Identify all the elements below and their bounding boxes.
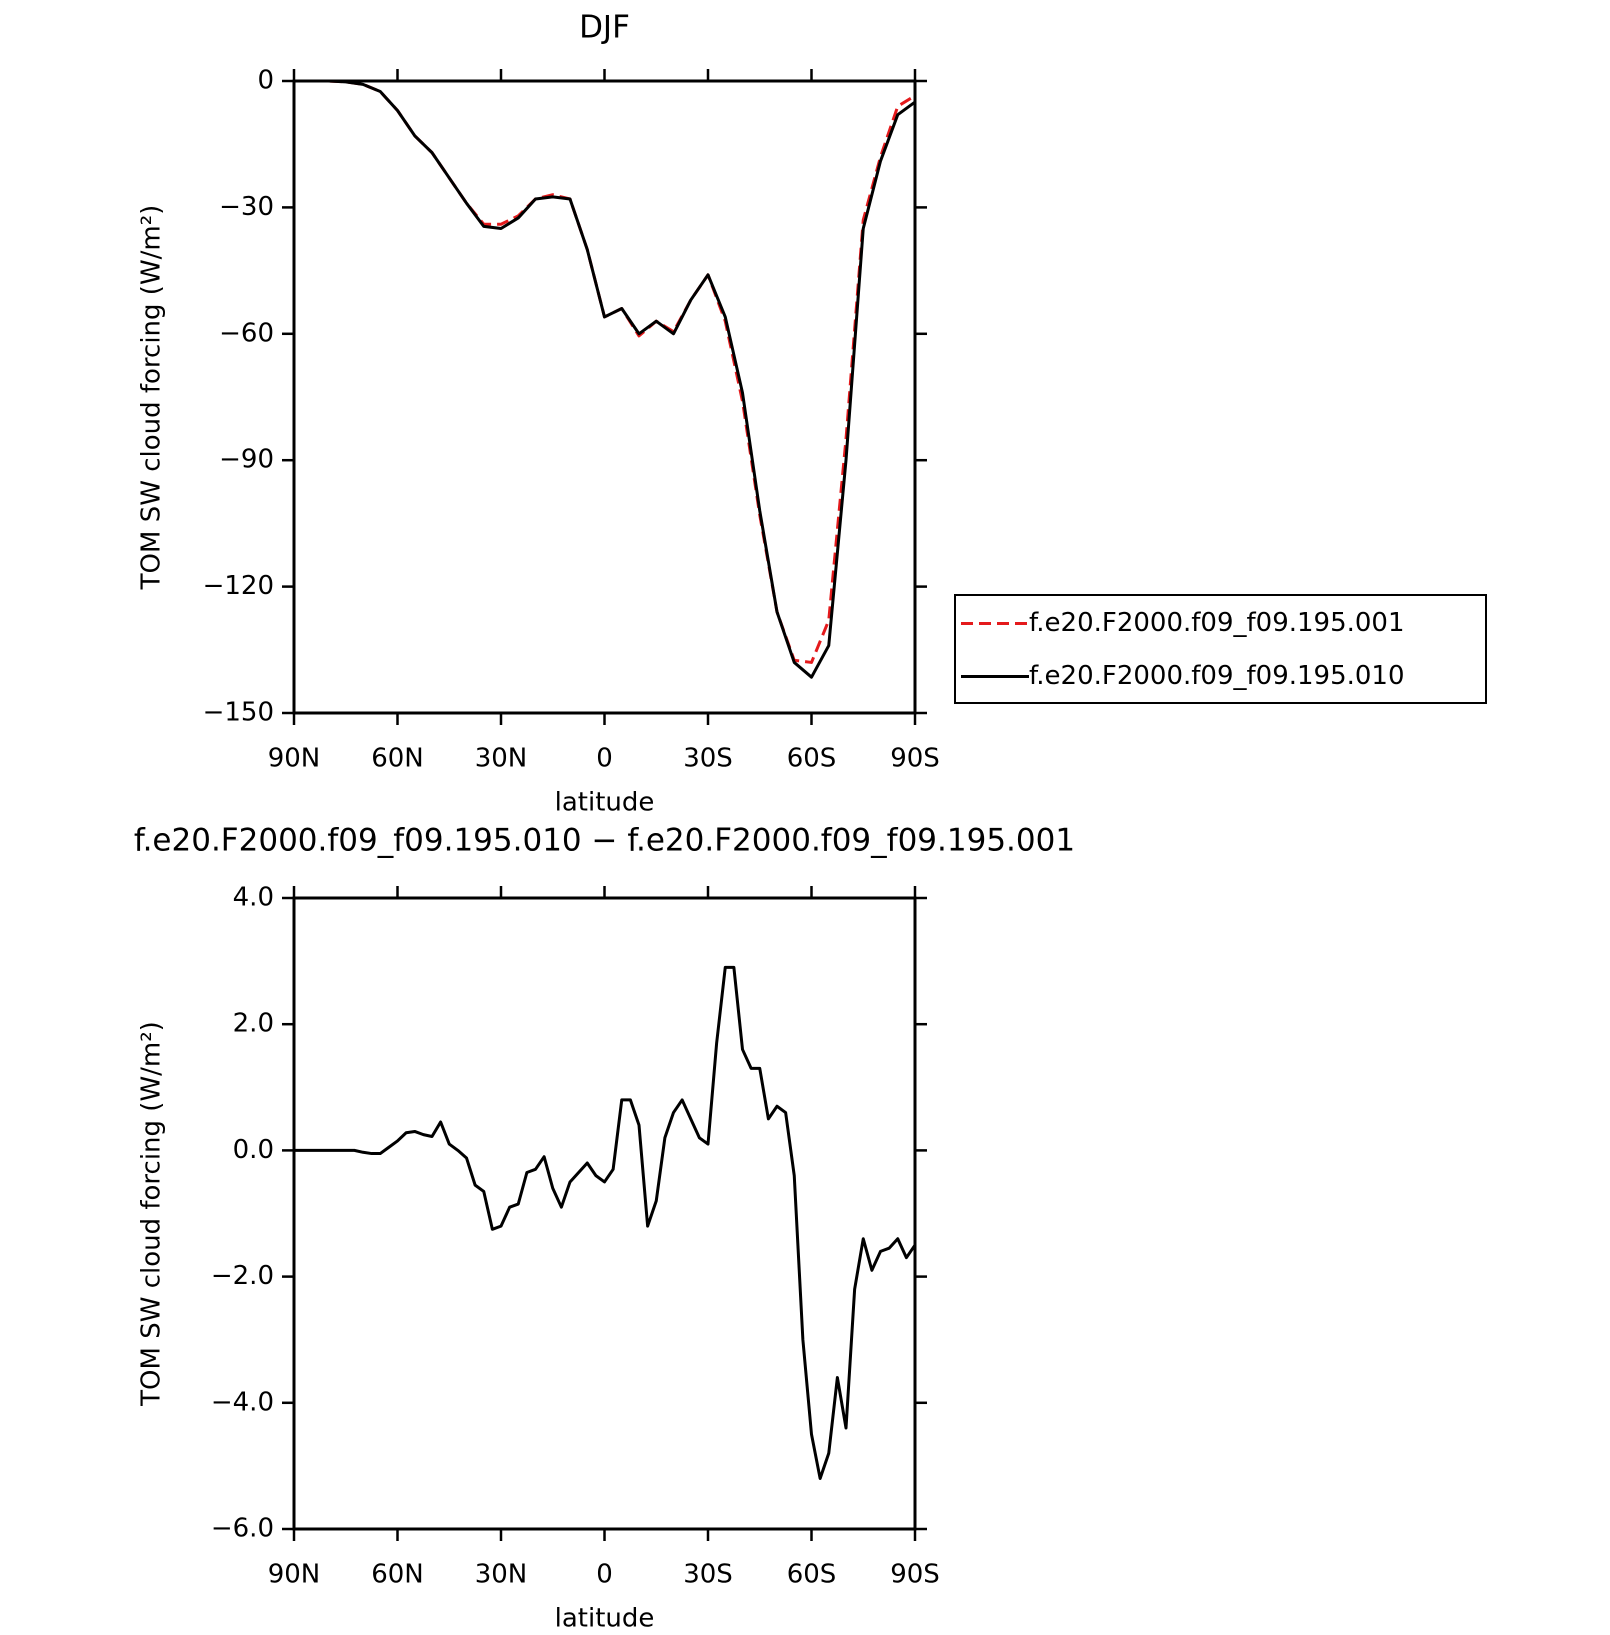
- plot-frame: [292, 896, 917, 1531]
- x-tick-label: 60S: [787, 1560, 837, 1590]
- y-tick-label: −90: [219, 445, 274, 475]
- y-tick-label: −2.0: [211, 1261, 274, 1291]
- y-tick-label: −120: [203, 571, 274, 601]
- y-tick-label: 4.0: [233, 883, 274, 913]
- y-tick-label: −30: [219, 192, 274, 222]
- data-line: [294, 79, 916, 664]
- x-tick-label: 90S: [890, 744, 940, 774]
- legend-label: f.e20.F2000.f09_f09.195.001: [1029, 608, 1405, 638]
- data-line: [294, 79, 916, 679]
- chart-title: DJF: [579, 10, 630, 46]
- y-tick-label: 2.0: [233, 1009, 274, 1039]
- x-tick-label: 90S: [890, 1560, 940, 1590]
- x-axis-label: latitude: [555, 788, 655, 818]
- plot-frame: [292, 79, 917, 715]
- y-tick-label: −4.0: [211, 1387, 274, 1417]
- y-axis-label: TOM SW cloud forcing (W/m²): [137, 1021, 167, 1407]
- x-tick-label: 60N: [371, 744, 424, 774]
- legend-box: [954, 594, 1487, 704]
- data-line: [294, 965, 917, 1481]
- x-tick-label: 0: [596, 744, 613, 774]
- x-tick-label: 30S: [683, 1560, 733, 1590]
- y-tick-label: −6.0: [211, 1514, 274, 1544]
- y-axis-label: TOM SW cloud forcing (W/m²): [137, 205, 167, 591]
- x-axis-label: latitude: [555, 1604, 655, 1634]
- x-tick-label: 60N: [371, 1560, 424, 1590]
- y-tick-label: −150: [203, 698, 274, 728]
- x-tick-label: 30S: [683, 744, 733, 774]
- x-tick-label: 60S: [787, 744, 837, 774]
- x-tick-label: 30N: [475, 1560, 528, 1590]
- x-tick-label: 90N: [268, 744, 321, 774]
- legend-label: f.e20.F2000.f09_f09.195.010: [1029, 661, 1405, 691]
- x-tick-label: 30N: [475, 744, 528, 774]
- x-tick-label: 0: [596, 1560, 613, 1590]
- y-tick-label: −60: [219, 318, 274, 348]
- x-tick-label: 90N: [268, 1560, 321, 1590]
- y-tick-label: 0.0: [233, 1135, 274, 1165]
- chart-title: f.e20.F2000.f09_f09.195.010 − f.e20.F200…: [134, 823, 1075, 859]
- y-tick-label: 0: [257, 66, 274, 96]
